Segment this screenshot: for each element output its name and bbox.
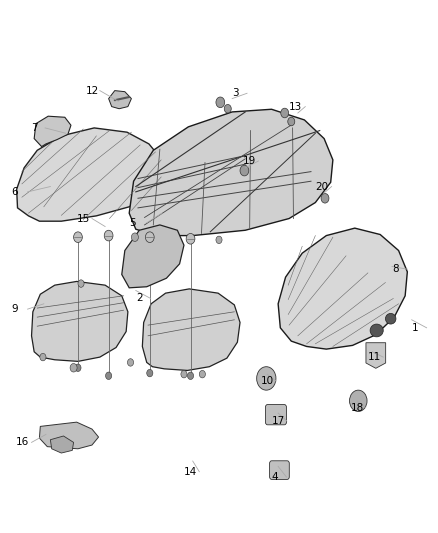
Text: 8: 8 xyxy=(392,264,399,274)
Circle shape xyxy=(321,193,329,203)
Text: 15: 15 xyxy=(77,214,90,223)
Circle shape xyxy=(186,233,195,244)
Text: 13: 13 xyxy=(289,102,302,111)
Circle shape xyxy=(199,370,205,378)
Polygon shape xyxy=(39,422,99,449)
Circle shape xyxy=(40,353,46,361)
Text: 6: 6 xyxy=(11,187,18,197)
Circle shape xyxy=(257,367,276,390)
Circle shape xyxy=(78,280,84,287)
Polygon shape xyxy=(109,91,131,109)
Text: 16: 16 xyxy=(15,438,28,447)
Circle shape xyxy=(127,359,134,366)
Circle shape xyxy=(75,364,81,372)
Polygon shape xyxy=(122,225,184,288)
Circle shape xyxy=(216,236,222,244)
Circle shape xyxy=(224,104,231,113)
Text: 9: 9 xyxy=(11,304,18,314)
Circle shape xyxy=(145,232,154,243)
Text: 17: 17 xyxy=(272,416,285,426)
Polygon shape xyxy=(142,289,240,370)
Ellipse shape xyxy=(385,313,396,324)
Circle shape xyxy=(281,108,289,118)
Polygon shape xyxy=(278,228,407,349)
Text: 5: 5 xyxy=(129,218,136,228)
Text: 14: 14 xyxy=(184,467,197,477)
Text: 2: 2 xyxy=(136,294,142,303)
Circle shape xyxy=(74,232,82,243)
Polygon shape xyxy=(32,281,128,361)
Circle shape xyxy=(131,233,138,241)
Circle shape xyxy=(240,165,249,176)
Circle shape xyxy=(216,97,225,108)
Circle shape xyxy=(187,372,194,379)
Polygon shape xyxy=(50,436,74,453)
FancyBboxPatch shape xyxy=(269,461,290,480)
Circle shape xyxy=(106,372,112,379)
Circle shape xyxy=(181,370,187,378)
Text: 20: 20 xyxy=(315,182,328,191)
Text: 12: 12 xyxy=(85,86,99,95)
Text: 3: 3 xyxy=(232,88,239,98)
Text: 1: 1 xyxy=(412,323,418,333)
Polygon shape xyxy=(129,109,333,236)
Text: 19: 19 xyxy=(243,156,256,166)
Text: 10: 10 xyxy=(261,376,274,386)
Circle shape xyxy=(288,117,295,126)
Circle shape xyxy=(70,364,77,372)
Text: 11: 11 xyxy=(368,352,381,362)
Circle shape xyxy=(350,390,367,411)
Text: 4: 4 xyxy=(272,472,278,482)
Text: 18: 18 xyxy=(350,403,364,413)
Polygon shape xyxy=(34,116,71,147)
Circle shape xyxy=(147,369,153,377)
FancyBboxPatch shape xyxy=(265,405,286,425)
Polygon shape xyxy=(17,128,162,221)
Circle shape xyxy=(104,230,113,241)
Text: 7: 7 xyxy=(31,123,37,133)
Ellipse shape xyxy=(370,324,383,337)
Polygon shape xyxy=(366,343,385,368)
